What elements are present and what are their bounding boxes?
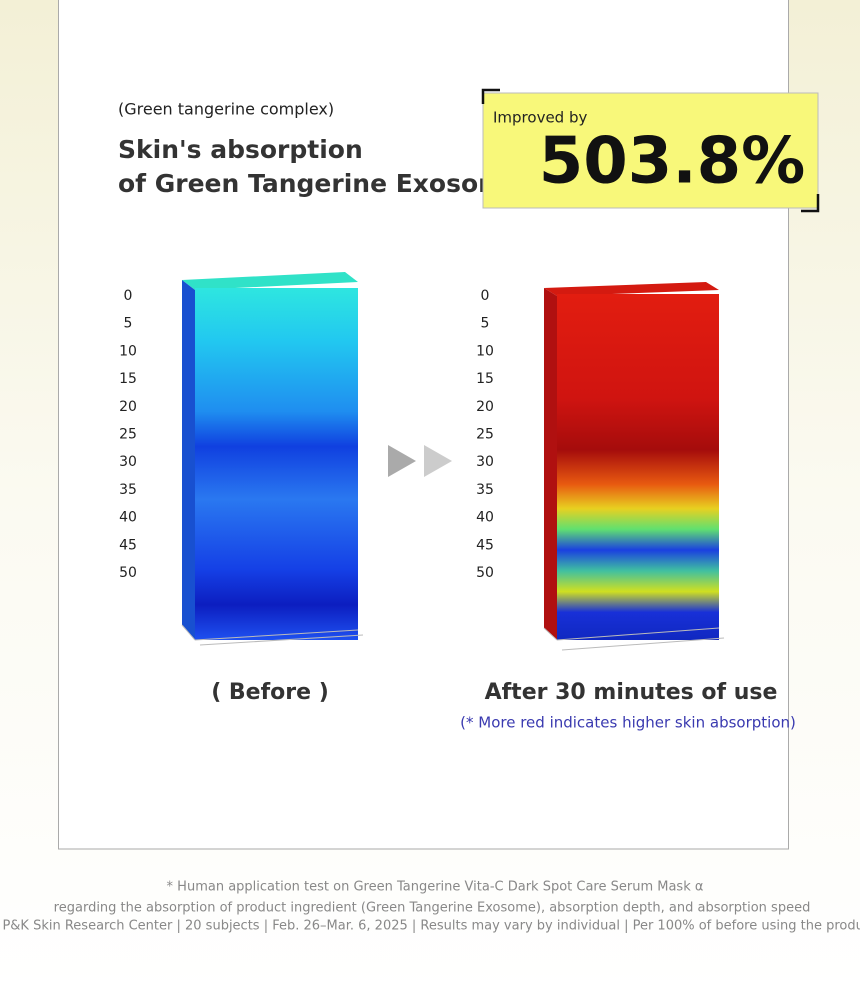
depth-label: 15 — [119, 371, 137, 387]
badge — [482, 92, 819, 209]
depth-label: 40 — [119, 510, 137, 526]
badge-value: 503.8% — [539, 125, 806, 199]
depth-label: 25 — [119, 427, 137, 443]
cube-grid — [543, 627, 725, 651]
depth-label: 50 — [119, 565, 137, 581]
depth-label: 25 — [476, 427, 494, 443]
depth-label: 0 — [124, 288, 133, 304]
heatmap-before — [181, 272, 364, 646]
title-line: Skin's absorption — [118, 135, 363, 164]
depth-label: 45 — [476, 537, 494, 553]
depth-label: 45 — [119, 537, 137, 553]
footnote-line: | P&K Skin Research Center | 20 subjects… — [0, 919, 860, 934]
cube-grid — [181, 624, 364, 646]
depth-label: 5 — [124, 316, 133, 332]
depth-label: 10 — [476, 343, 494, 359]
footnote-line: regarding the absorption of product ingr… — [54, 901, 811, 916]
title-line: of Green Tangerine Exosome — [118, 169, 521, 198]
after-label: After 30 minutes of use — [485, 680, 778, 705]
depth-label: 35 — [476, 482, 494, 498]
subtitle: (Green tangerine complex) — [118, 100, 334, 119]
depth-label: 50 — [476, 565, 494, 581]
arrow — [424, 445, 452, 477]
depth-label: 30 — [476, 454, 494, 470]
depth-label: 5 — [481, 316, 490, 332]
depth-axes: 0 5 10 15 20 25 30 35 40 45 50 0 5 10 15 20 25 30 35 40 45 50 — [119, 288, 494, 581]
depth-label: 20 — [119, 399, 137, 415]
depth-label: 40 — [476, 510, 494, 526]
cube-front — [195, 288, 358, 640]
depth-label: 0 — [481, 288, 490, 304]
cube-side — [544, 288, 557, 640]
note: (* More red indicates higher skin absorp… — [460, 714, 796, 732]
depth-label: 20 — [476, 399, 494, 415]
badge-corners — [481, 88, 820, 213]
footnote-line: * Human application test on Green Tanger… — [167, 880, 704, 895]
depth-label: 10 — [119, 343, 137, 359]
arrow — [388, 445, 416, 477]
cube-front — [557, 294, 719, 640]
depth-label: 15 — [476, 371, 494, 387]
cube-side — [182, 280, 195, 640]
depth-label: 35 — [119, 482, 137, 498]
badge-label: Improved by — [493, 109, 587, 127]
before-label: ( Before ) — [211, 680, 329, 705]
cube-top — [544, 282, 719, 296]
heatmap-after — [543, 282, 725, 651]
cube-top — [182, 272, 358, 290]
depth-label: 30 — [119, 454, 137, 470]
